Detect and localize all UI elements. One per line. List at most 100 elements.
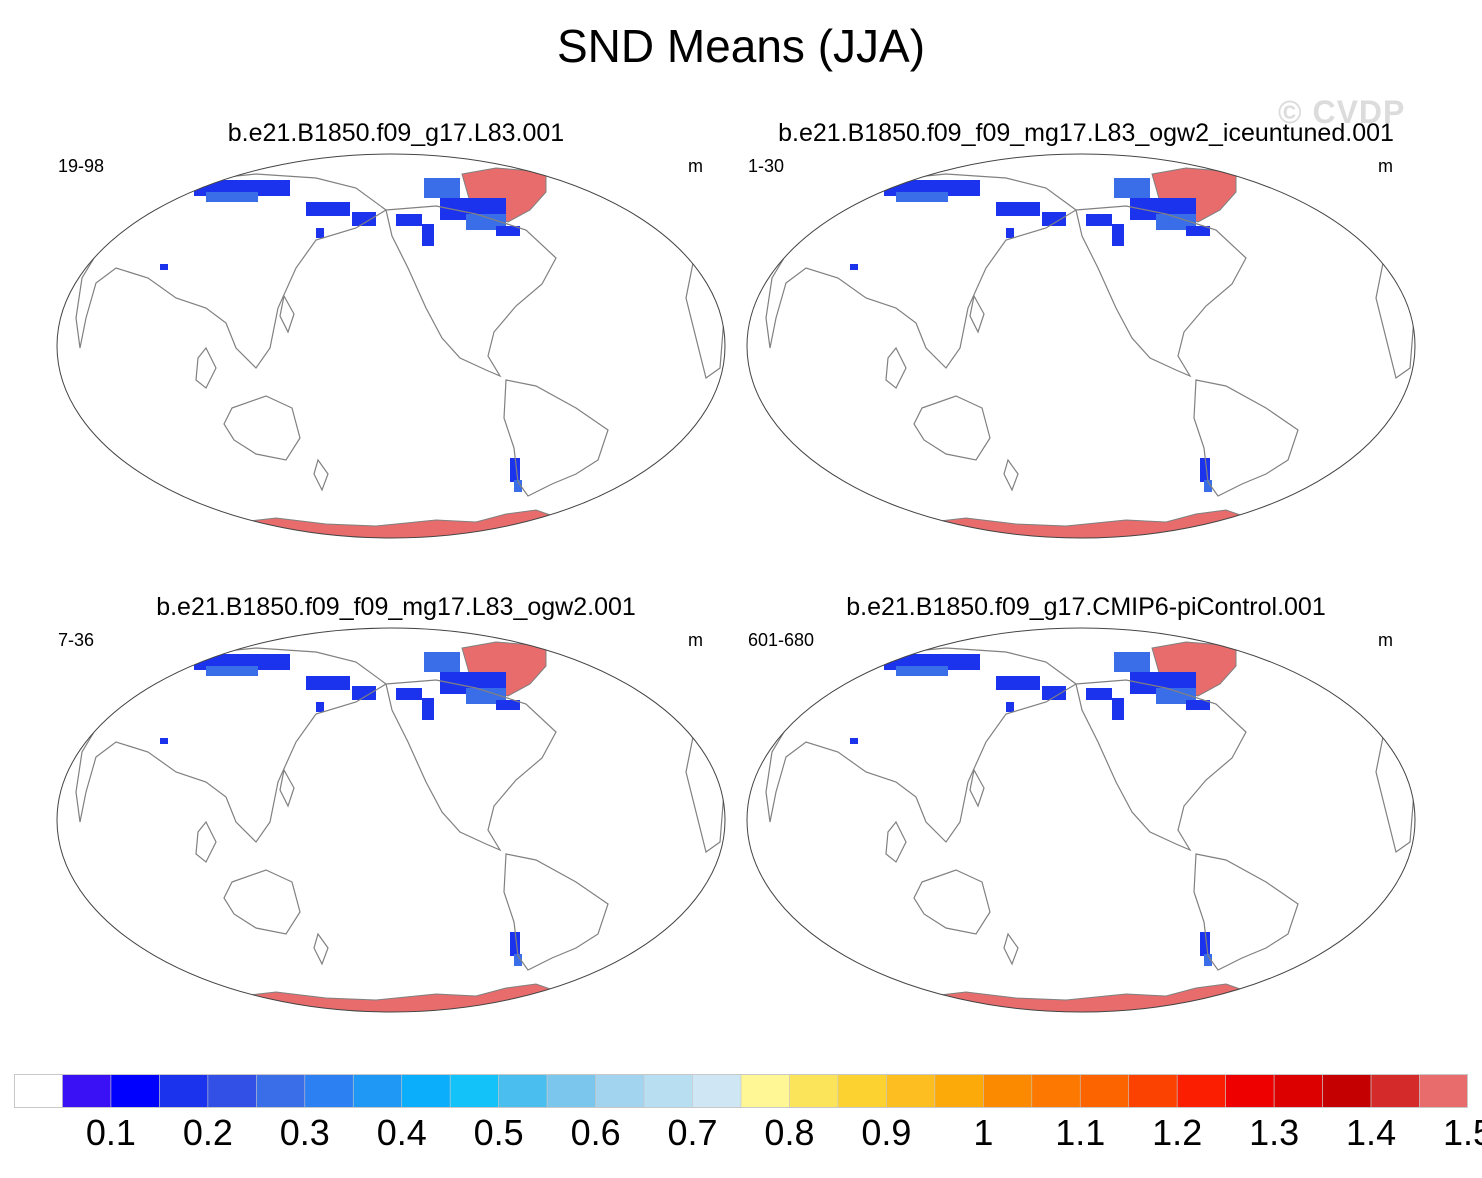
snow-depth-cell: [306, 676, 350, 690]
colorbar-label: 0.5: [473, 1112, 524, 1153]
coastline-japan: [279, 768, 295, 808]
colorbar-box: [110, 1074, 160, 1108]
colorbar-box: [207, 1074, 257, 1108]
panel-units: m: [688, 156, 703, 176]
snow-depth-cell: [496, 700, 520, 710]
colorbar-box: [595, 1074, 645, 1108]
snow-depth-cell: [424, 652, 460, 672]
snow-depth-cell: [850, 264, 858, 270]
colorbar-box: [1225, 1074, 1275, 1108]
snow-depth-cell: [424, 178, 460, 198]
colorbar: [14, 1074, 1468, 1108]
colorbar-label: 0.4: [376, 1112, 427, 1153]
snow-depth-cell: [1204, 954, 1212, 966]
colorbar-box: [1176, 1074, 1226, 1108]
snow-depth-cell: [1114, 178, 1150, 198]
snow-depth-cell: [352, 212, 376, 226]
coastline-japan: [279, 294, 295, 334]
colorbar-box: [740, 1074, 790, 1108]
map-background: [747, 154, 1415, 538]
colorbar-box: [983, 1074, 1033, 1108]
colorbar-box: [1322, 1074, 1372, 1108]
snow-depth-cell: [514, 954, 522, 966]
colorbar-label: 1: [973, 1112, 994, 1153]
map-svg: [746, 627, 1416, 1013]
map-border: [56, 627, 726, 1013]
map-panel-2: b.e21.B1850.f09_f09_mg17.L83_ogw2_iceunt…: [746, 118, 1446, 578]
coastline-eurasia: [765, 647, 1078, 843]
snow-depth-cell: [510, 458, 520, 482]
map-svg: [56, 153, 726, 539]
map-border: [56, 153, 726, 539]
coastline-samerica: [503, 853, 609, 971]
snow-depth-cell: [996, 676, 1040, 690]
colorbar-box: [256, 1074, 306, 1108]
colorbar-box: [1079, 1074, 1130, 1108]
snow-depth-cell: [1200, 932, 1210, 956]
panel-title: b.e21.B1850.f09_g17.L83.001: [227, 119, 565, 147]
snow-depth-cell: [306, 202, 350, 216]
map-svg: [56, 627, 726, 1013]
colorbar-box: [498, 1074, 548, 1108]
colorbar-box: [643, 1074, 693, 1108]
colorbar-frame: [14, 1074, 1468, 1108]
snow-depth-cell: [1114, 652, 1150, 672]
colorbar-box: [546, 1074, 596, 1108]
coastline-nz: [1003, 458, 1019, 492]
coastline-indochina: [885, 820, 907, 863]
colorbar-box: [14, 1074, 63, 1108]
snow-depth-cell: [896, 192, 948, 202]
panel-title: b.e21.B1850.f09_g17.CMIP6-piControl.001: [846, 593, 1326, 621]
coastline-samerica: [503, 379, 609, 497]
snow-depth-cell: [396, 688, 422, 700]
coastline-samerica: [1193, 853, 1299, 971]
snow-depth-cell: [896, 666, 948, 676]
coastline-australia: [913, 869, 991, 935]
colorbar-box: [62, 1074, 112, 1108]
snow-depth-cell: [996, 202, 1040, 216]
snow-depth-cell: [1204, 480, 1212, 492]
colorbar-box: [1370, 1074, 1420, 1108]
colorbar-box: [886, 1074, 936, 1108]
map-background: [57, 628, 725, 1012]
colorbar-box: [934, 1074, 984, 1108]
map-background: [747, 628, 1415, 1012]
map-border: [746, 153, 1416, 539]
snow-depth-cell: [514, 480, 522, 492]
map-background: [57, 154, 725, 538]
snow-depth-cell: [1042, 212, 1066, 226]
coastline-eurasia: [75, 647, 388, 843]
snow-depth-cell: [1200, 458, 1210, 482]
coastline-samerica: [1193, 379, 1299, 497]
colorbar-label: 1.3: [1249, 1112, 1300, 1153]
snow-depth-cell: [1042, 686, 1066, 700]
snow-depth-cell: [160, 738, 168, 744]
colorbar-label: 1.2: [1152, 1112, 1203, 1153]
map-svg: [746, 153, 1416, 539]
snow-depth-cell: [1086, 214, 1112, 226]
coastline-nz: [1003, 932, 1019, 966]
coastline-indochina: [195, 820, 217, 863]
coastline-australia: [223, 395, 301, 461]
snow-depth-cell: [850, 738, 858, 744]
colorbar-box: [837, 1074, 887, 1108]
coastline-namerica: [1075, 679, 1247, 852]
map-panel-1: b.e21.B1850.f09_g17.L83.001 19-98 m: [56, 118, 756, 578]
watermark: © CVDP: [1278, 94, 1406, 130]
colorbar-label: 0.7: [667, 1112, 718, 1153]
panel-units: m: [1378, 156, 1393, 176]
snow-depth-cell: [316, 228, 324, 238]
figure-title: SND Means (JJA): [556, 20, 926, 72]
snow-depth-cell: [1006, 228, 1014, 238]
colorbar-box: [1273, 1074, 1323, 1108]
colorbar-label: 1.1: [1055, 1112, 1106, 1153]
coastline-nz: [313, 458, 329, 492]
snow-depth-cell: [422, 224, 434, 246]
colorbar-box: [352, 1074, 403, 1108]
snow-depth-cell: [1112, 224, 1124, 246]
snow-depth-cell: [316, 702, 324, 712]
panel-units: m: [1378, 630, 1393, 650]
snow-depth-cell: [1186, 700, 1210, 710]
panel-units: m: [688, 630, 703, 650]
colorbar-box: [159, 1074, 209, 1108]
